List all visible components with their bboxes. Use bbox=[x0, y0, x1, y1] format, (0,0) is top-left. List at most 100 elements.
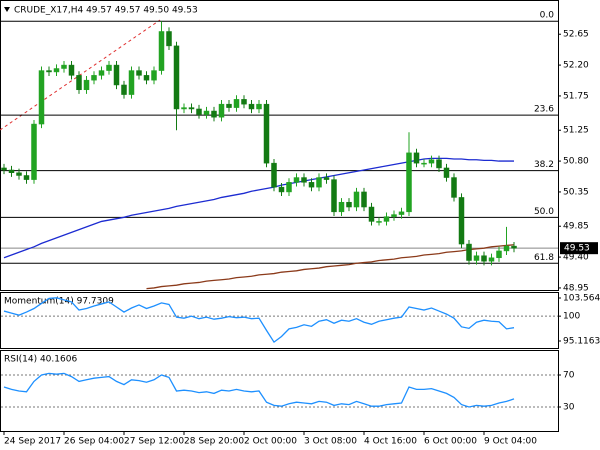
candle-body bbox=[121, 84, 127, 95]
last-price-label: 49.53 bbox=[564, 244, 590, 254]
moving-average bbox=[3, 157, 514, 259]
momentum-title: Momentum(14) 97.7309 bbox=[4, 297, 114, 307]
candle-body bbox=[278, 186, 285, 193]
y-tick-label: 49.85 bbox=[563, 222, 589, 232]
candle-body bbox=[263, 103, 270, 164]
x-tick-label: 28 Sep 20:00 bbox=[184, 437, 244, 447]
candle-body bbox=[361, 191, 367, 208]
y-tick-label: 52.20 bbox=[563, 61, 589, 71]
candle-body bbox=[226, 103, 232, 108]
candle-body bbox=[338, 201, 345, 213]
candle-body bbox=[308, 182, 315, 188]
candle-body bbox=[458, 197, 465, 245]
y-tick-label: 100 bbox=[563, 312, 580, 322]
last-price-box bbox=[560, 242, 598, 255]
x-tick-label: 9 Oct 04:00 bbox=[484, 437, 537, 447]
candle-body bbox=[368, 206, 375, 222]
y-tick-label: 49.40 bbox=[563, 253, 589, 263]
candle-body bbox=[91, 75, 97, 81]
candle-body bbox=[496, 250, 502, 259]
candle-body bbox=[316, 177, 322, 188]
rsi-panel-frame bbox=[0, 350, 559, 432]
candle-body bbox=[421, 162, 427, 165]
candle-body bbox=[443, 167, 450, 178]
candle-body bbox=[113, 64, 120, 86]
candle-body bbox=[23, 175, 30, 180]
candle-body bbox=[256, 103, 262, 110]
fib-label: 38.2 bbox=[534, 160, 554, 170]
candle-body bbox=[248, 103, 255, 110]
candle-body bbox=[346, 201, 352, 208]
candle-body bbox=[203, 110, 210, 115]
candle-body bbox=[451, 177, 457, 198]
candle-body bbox=[301, 177, 307, 183]
fib-label: 0.0 bbox=[540, 11, 555, 21]
candle-body bbox=[173, 45, 180, 110]
candle-body bbox=[466, 243, 472, 261]
y-tick-label: 52.65 bbox=[563, 30, 589, 40]
candle-body bbox=[106, 64, 112, 71]
candle-body bbox=[218, 103, 225, 118]
y-tick-label: 103.5646 bbox=[563, 294, 600, 304]
menu-triangle bbox=[4, 7, 10, 12]
x-tick-label: 6 Oct 00:00 bbox=[424, 437, 477, 447]
chart-title: CRUDE_X17,H4 49.57 49.57 49.50 49.53 bbox=[14, 6, 198, 16]
candle-body bbox=[31, 123, 37, 180]
candle-body bbox=[143, 75, 150, 81]
x-tick-label: 2 Oct 00:00 bbox=[244, 437, 297, 447]
candle-body bbox=[46, 70, 52, 73]
y-tick-label: 95.1163 bbox=[563, 336, 600, 346]
candle-body bbox=[436, 159, 442, 169]
y-tick-label: 51.25 bbox=[563, 126, 589, 136]
y-tick-label: 30 bbox=[563, 403, 575, 413]
candle-body bbox=[98, 70, 105, 76]
candle-body bbox=[398, 211, 405, 215]
candle-body bbox=[323, 177, 330, 180]
y-tick-label: 51.75 bbox=[563, 91, 589, 101]
fib-label: 61.8 bbox=[534, 253, 554, 263]
candle-body bbox=[353, 191, 360, 208]
candle-body bbox=[406, 152, 412, 213]
candle-body bbox=[331, 179, 337, 213]
candle-body bbox=[158, 31, 165, 71]
y-tick-label: 50.35 bbox=[563, 187, 589, 197]
candle-body bbox=[38, 70, 45, 125]
candle-body bbox=[188, 107, 195, 110]
candle-body bbox=[166, 31, 172, 47]
candle-body bbox=[16, 172, 22, 176]
candle-body bbox=[8, 169, 15, 173]
trendline bbox=[0, 19, 161, 131]
momentum-panel-frame bbox=[0, 292, 559, 349]
candle-body bbox=[413, 152, 420, 164]
candle-body bbox=[83, 79, 90, 91]
fib-label: 23.6 bbox=[534, 105, 554, 115]
x-tick-label: 24 Sep 2017 bbox=[4, 437, 61, 447]
candle-body bbox=[196, 108, 202, 115]
candle-body bbox=[473, 255, 480, 261]
candle-body bbox=[428, 159, 435, 164]
y-tick-label: 70 bbox=[563, 371, 575, 381]
candle-body bbox=[181, 107, 187, 110]
candle-body bbox=[286, 182, 292, 193]
x-tick-label: 27 Sep 12:00 bbox=[124, 437, 184, 447]
candle-body bbox=[1, 167, 7, 171]
candle-body bbox=[511, 245, 517, 249]
candle-body bbox=[68, 64, 75, 76]
candle-body bbox=[76, 75, 82, 91]
moving-average bbox=[146, 244, 515, 290]
indicator-line bbox=[3, 372, 515, 408]
candle-body bbox=[211, 110, 217, 118]
y-tick-label: 48.95 bbox=[563, 283, 589, 293]
candle-body bbox=[376, 221, 382, 223]
candle-body bbox=[293, 177, 300, 183]
candle-body bbox=[488, 257, 495, 262]
candle-body bbox=[241, 99, 247, 105]
fib-label: 50.0 bbox=[534, 207, 554, 217]
candle-body bbox=[481, 255, 487, 262]
x-tick-label: 3 Oct 08:00 bbox=[304, 437, 357, 447]
candle-body bbox=[233, 99, 240, 108]
candle-body bbox=[383, 216, 390, 222]
y-tick-label: 50.80 bbox=[563, 157, 589, 167]
x-tick-label: 26 Sep 04:00 bbox=[64, 437, 124, 447]
